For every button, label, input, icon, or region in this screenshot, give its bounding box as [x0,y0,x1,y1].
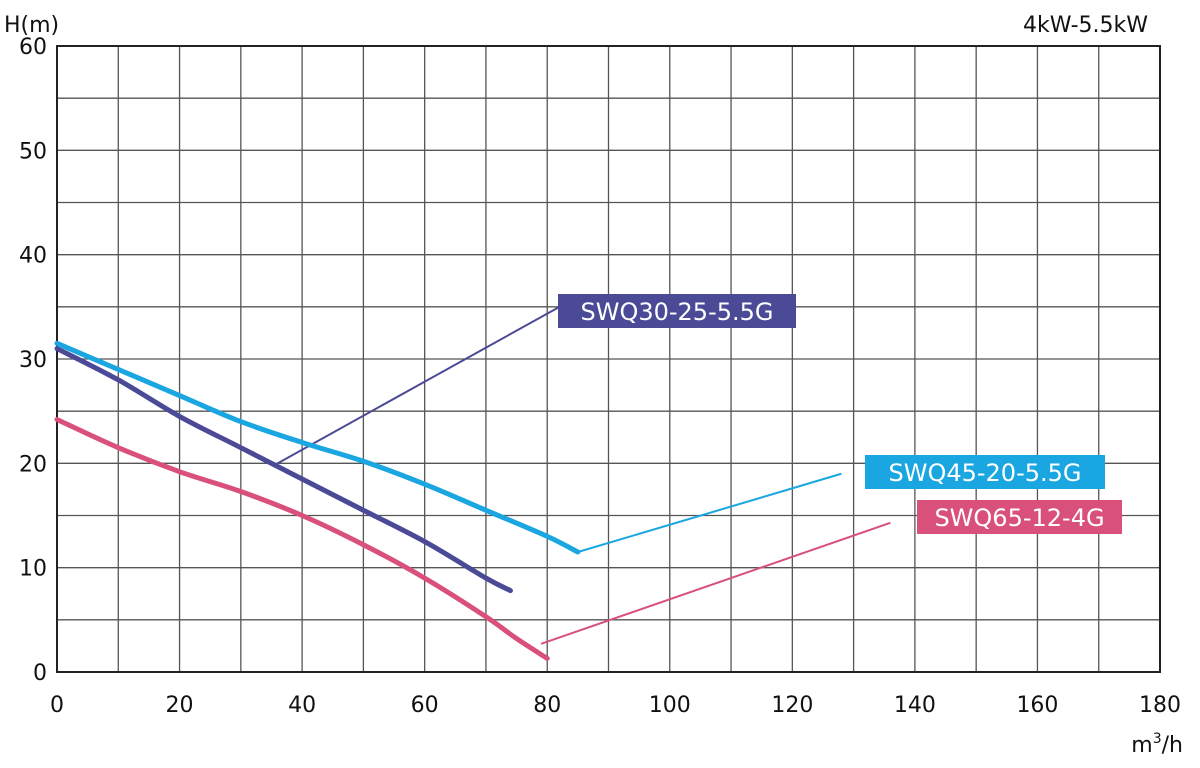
leader-line-swq30-25-5.5g [277,305,560,465]
series-label-box [865,455,1105,489]
chart-title: 4kW-5.5kW [1023,13,1148,38]
x-tick-label: 40 [288,693,316,718]
x-tick-label: 0 [50,693,64,718]
series-label: SWQ45-20-5.5G [888,459,1081,487]
x-tick-label: 180 [1139,693,1181,718]
series-label: SWQ65-12-4G [934,504,1104,532]
x-tick-label: 20 [166,693,194,718]
y-axis-label: H(m) [4,13,59,38]
x-tick-label: 140 [894,693,936,718]
y-tick-label: 0 [33,661,47,686]
leader-line-swq45-20-5.5g [577,472,842,553]
y-tick-label: 30 [19,348,47,373]
y-tick-label: 20 [19,452,47,477]
y-tick-label: 10 [19,557,47,582]
plot-frame [56,45,1161,673]
series-line-swq30-25-5.5g [54,346,513,594]
y-tick-label: 40 [19,244,47,269]
y-tick-label: 60 [19,35,47,60]
series-label-box [917,500,1122,534]
x-tick-label: 160 [1016,693,1058,718]
leader-line-swq65-12-4g [540,521,891,645]
y-tick-label: 50 [19,139,47,164]
x-tick-label: 60 [411,693,439,718]
x-tick-label: 120 [771,693,813,718]
series-line-swq45-20-5.5g [54,340,581,555]
series-line-swq65-12-4g [54,417,550,661]
x-tick-label: 80 [533,693,561,718]
series-label: SWQ30-25-5.5G [580,298,773,326]
x-axis-label: m3/h [1131,731,1183,758]
x-tick-label: 100 [649,693,691,718]
series-label-box [558,294,796,328]
